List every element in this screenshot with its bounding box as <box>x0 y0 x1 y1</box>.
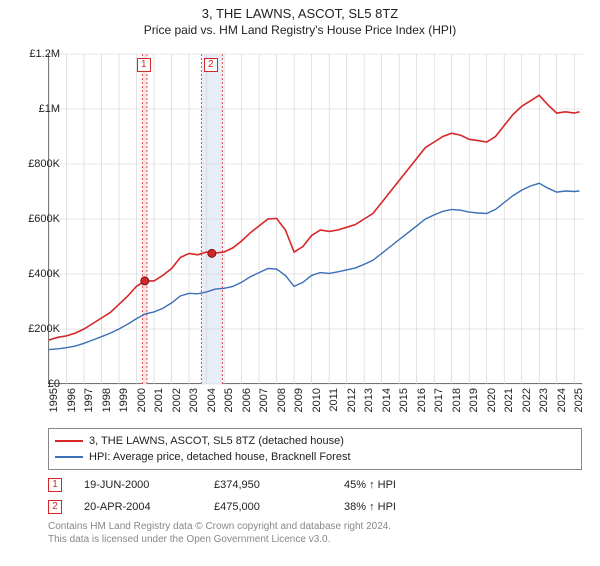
x-axis-tick-label: 2007 <box>258 388 270 412</box>
footer-line-1: Contains HM Land Registry data © Crown c… <box>48 520 582 533</box>
x-axis-tick-label: 2002 <box>171 388 183 412</box>
x-axis-tick-label: 1997 <box>83 388 95 412</box>
x-axis-tick-label: 2003 <box>188 388 200 412</box>
x-axis-tick-label: 2021 <box>503 388 515 412</box>
legend-swatch <box>55 440 83 442</box>
y-axis-tick-label: £800K <box>28 158 60 170</box>
legend-label: HPI: Average price, detached house, Brac… <box>89 451 351 463</box>
x-axis-tick-label: 2011 <box>328 388 340 412</box>
sale-marker-box: 1 <box>48 478 62 492</box>
sale-price: £374,950 <box>214 479 344 491</box>
x-axis-tick-label: 2009 <box>293 388 305 412</box>
x-axis-tick-label: 2012 <box>346 388 358 412</box>
x-axis-tick-label: 2022 <box>521 388 533 412</box>
y-axis-tick-label: £1.2M <box>29 48 60 60</box>
x-axis-tick-label: 2025 <box>573 388 585 412</box>
chart-svg <box>49 54 583 384</box>
x-axis-tick-label: 2018 <box>451 388 463 412</box>
x-axis-tick-label: 2001 <box>153 388 165 412</box>
x-axis-tick-label: 2016 <box>416 388 428 412</box>
footer-line-2: This data is licensed under the Open Gov… <box>48 533 582 546</box>
x-axis-tick-label: 2013 <box>363 388 375 412</box>
sale-price: £475,000 <box>214 501 344 513</box>
x-axis-tick-label: 1995 <box>48 388 60 412</box>
footer-attribution: Contains HM Land Registry data © Crown c… <box>48 520 582 546</box>
sale-marker-box: 2 <box>204 58 218 72</box>
x-axis-tick-label: 1998 <box>101 388 113 412</box>
sale-marker-box: 2 <box>48 500 62 514</box>
legend-row: 3, THE LAWNS, ASCOT, SL5 8TZ (detached h… <box>55 433 575 449</box>
x-axis-tick-label: 1996 <box>66 388 78 412</box>
chart-plot-area <box>48 54 582 384</box>
sale-table: 1 19-JUN-2000£374,95045% ↑ HPI 2 20-APR-200… <box>48 474 582 518</box>
sale-marker-box: 1 <box>137 58 151 72</box>
sale-date: 19-JUN-2000 <box>84 479 214 491</box>
sale-vs-hpi: 45% ↑ HPI <box>344 479 464 491</box>
legend-row: HPI: Average price, detached house, Brac… <box>55 449 575 465</box>
x-axis-tick-label: 2017 <box>433 388 445 412</box>
x-axis-tick-label: 1999 <box>118 388 130 412</box>
x-axis-tick-label: 2019 <box>468 388 480 412</box>
legend-box: 3, THE LAWNS, ASCOT, SL5 8TZ (detached h… <box>48 428 582 470</box>
sale-vs-hpi: 38% ↑ HPI <box>344 501 464 513</box>
x-axis-tick-label: 2020 <box>486 388 498 412</box>
sale-row: 2 20-APR-2004£475,00038% ↑ HPI <box>48 496 582 518</box>
x-axis-tick-label: 2008 <box>276 388 288 412</box>
sale-row: 1 19-JUN-2000£374,95045% ↑ HPI <box>48 474 582 496</box>
page-title: 3, THE LAWNS, ASCOT, SL5 8TZ <box>0 6 600 21</box>
x-axis-tick-label: 2015 <box>398 388 410 412</box>
x-axis-tick-label: 2005 <box>223 388 235 412</box>
page-subtitle: Price paid vs. HM Land Registry's House … <box>0 23 600 37</box>
x-axis-tick-label: 2010 <box>311 388 323 412</box>
x-axis-tick-label: 2023 <box>538 388 550 412</box>
legend-swatch <box>55 456 83 458</box>
x-axis-tick-label: 2006 <box>241 388 253 412</box>
x-axis-tick-label: 2024 <box>556 388 568 412</box>
x-axis-tick-label: 2000 <box>136 388 148 412</box>
y-axis-tick-label: £200K <box>28 323 60 335</box>
sale-date: 20-APR-2004 <box>84 501 214 513</box>
y-axis-tick-label: £600K <box>28 213 60 225</box>
y-axis-tick-label: £400K <box>28 268 60 280</box>
legend-label: 3, THE LAWNS, ASCOT, SL5 8TZ (detached h… <box>89 435 344 447</box>
x-axis-tick-label: 2014 <box>381 388 393 412</box>
y-axis-tick-label: £1M <box>39 103 60 115</box>
x-axis-tick-label: 2004 <box>206 388 218 412</box>
